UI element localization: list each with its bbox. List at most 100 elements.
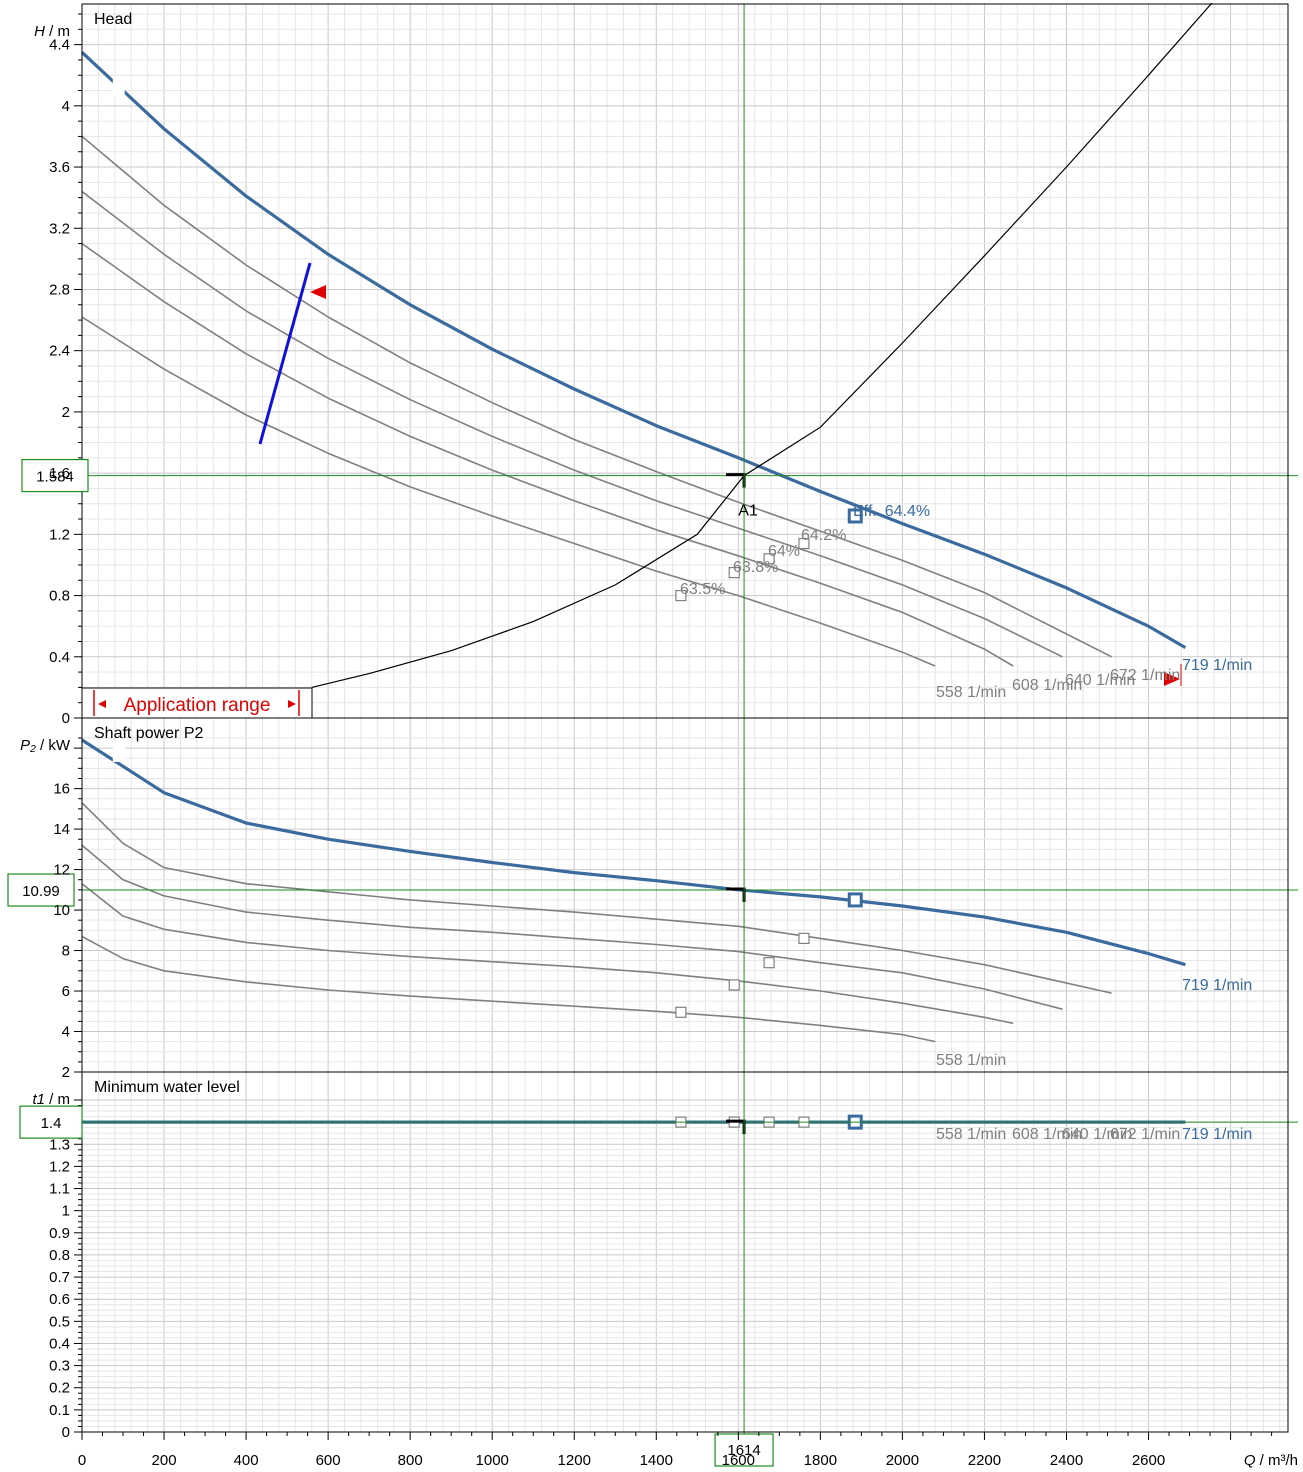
operating-value: 1.4 (41, 1115, 62, 1132)
app-range-arrow-right-icon (288, 700, 296, 708)
curve-end-label: 640 1/min (1062, 1126, 1132, 1143)
y-axis-label-unit: / kW (36, 737, 71, 754)
y-tick-label: 4.4 (49, 37, 70, 54)
efficiency-label: 63.5% (680, 581, 725, 598)
application-range-label: Application range (124, 695, 271, 716)
y-tick-label: 8 (62, 943, 70, 960)
operating-value-box (7, 873, 75, 907)
x-tick-label: 1200 (558, 1452, 591, 1469)
curve-end-label: 672 1/min (1110, 667, 1180, 684)
x-tick-label: 600 (316, 1452, 341, 1469)
y-axis-label: P₂ / kW (20, 737, 71, 754)
y-tick-label: 0.5 (49, 1313, 70, 1330)
operating-value: 10.99 (22, 883, 60, 900)
x-tick-label: 0 (78, 1452, 86, 1469)
x-tick-label: 2000 (886, 1452, 919, 1469)
speed-curve (81, 190, 1063, 658)
operating-x-box (714, 1433, 774, 1467)
curve-end-label: 640 1/min (1065, 672, 1135, 689)
panel-title: Head (94, 11, 132, 28)
curve-end-label: 558 1/min (936, 1126, 1006, 1143)
efficiency-marker (763, 553, 775, 565)
y-tick-label: 14 (53, 821, 70, 838)
y-tick-label: 0.7 (49, 1269, 70, 1286)
y-axis-label-var: t1 (32, 1091, 45, 1108)
efficiency-label: 64.2% (801, 527, 846, 544)
y-tick-label: 0.3 (49, 1358, 70, 1375)
min-flow-limit-line (258, 262, 312, 445)
y-axis-label-var: H (34, 23, 45, 40)
speed-curve (81, 883, 1014, 1025)
panel-frame (81, 1071, 1289, 1433)
y-tick-label: 0.8 (49, 1247, 70, 1264)
system-curve (311, 0, 1216, 688)
y-tick-label: 1 (62, 1203, 70, 1220)
y-tick-label: 0.2 (49, 1380, 70, 1397)
x-tick-label: 1600 (722, 1452, 755, 1469)
bep-marker (847, 508, 863, 524)
main-curve-719 (81, 738, 1186, 967)
y-tick-label: 4 (62, 98, 70, 115)
y-tick-label: 4 (62, 1024, 70, 1041)
speed-curve (81, 242, 1014, 667)
operating-x-value: 1614 (727, 1442, 760, 1459)
y-tick-label: 12 (53, 862, 70, 879)
curve-end-label: 672 1/min (1110, 1126, 1180, 1143)
y-tick-label: 1.2 (49, 526, 70, 543)
speed-curve (81, 802, 1112, 994)
app-range-left-arrow (310, 285, 326, 299)
y-tick-label: 1.2 (49, 1158, 70, 1175)
y-tick-label: 0 (62, 1424, 70, 1441)
curve-end-label: 608 1/min (1012, 1126, 1082, 1143)
y-tick-label: 1.3 (49, 1136, 70, 1153)
efficiency-label: 64% (768, 543, 800, 560)
app-range-arrow-left-icon (98, 700, 106, 708)
speed-curve (81, 316, 936, 667)
speed-curve (81, 844, 1063, 1010)
y-tick-label: 0.9 (49, 1225, 70, 1242)
clip-mask (82, 0, 1288, 3)
main-curve-719 (80, 51, 1187, 649)
x-tick-label: 200 (152, 1452, 177, 1469)
x-tick-label: 2200 (968, 1452, 1001, 1469)
operating-point-label: A1 (738, 503, 758, 520)
y-axis-label-var: P₂ (20, 737, 36, 754)
y-tick-label: 10 (53, 902, 70, 919)
y-tick-label: 3.2 (49, 220, 70, 237)
curves-layer (80, 0, 1298, 1440)
x-tick-label: 1800 (804, 1452, 837, 1469)
y-tick-label: 0.4 (49, 649, 70, 666)
y-tick-label: 3.6 (49, 159, 70, 176)
y-tick-label: 2 (62, 1064, 70, 1081)
panel-title: Shaft power P2 (94, 725, 204, 742)
curve-end-label: 608 1/min (1012, 677, 1082, 694)
curve-end-label: 719 1/min (1182, 977, 1252, 994)
curve-end-label: 558 1/min (936, 684, 1006, 701)
curve-end-label: 719 1/min (1182, 1126, 1252, 1143)
y-tick-label: 2.4 (49, 343, 70, 360)
y-tick-label: 1.1 (49, 1181, 70, 1198)
y-tick-label: 0 (62, 710, 70, 727)
x-tick-label: 400 (234, 1452, 259, 1469)
frame-layer (7, 3, 1289, 1467)
y-tick-label: 0.1 (49, 1402, 70, 1419)
y-axis-label-unit: / m (45, 23, 70, 40)
y-tick-label: 0.6 (49, 1291, 70, 1308)
app-range-right-arrow (1164, 672, 1180, 686)
y-tick-label: 2.8 (49, 281, 70, 298)
efficiency-marker (798, 932, 810, 945)
operating-value-box (19, 1105, 83, 1139)
labels-layer: 0 0.4 0.8 1.2 1.6 2 2.4 2.8 3.2 3.6 4 4.4 Head H / m 1… (20, 11, 1298, 1469)
operating-point-indicator (726, 473, 746, 488)
y-tick-label: 16 (53, 781, 70, 798)
y-tick-label: 0.8 (49, 588, 70, 605)
y-tick-label: 0.4 (49, 1335, 70, 1352)
x-tick-label: 2400 (1050, 1452, 1083, 1469)
x-axis-label-unit: / m³/h (1255, 1452, 1298, 1469)
efficiency-marker (728, 979, 740, 991)
panel-title: Minimum water level (94, 1079, 240, 1096)
curve-end-label: 558 1/min (936, 1052, 1006, 1069)
bep-marker (847, 892, 863, 908)
x-tick-label: 1400 (640, 1452, 673, 1469)
